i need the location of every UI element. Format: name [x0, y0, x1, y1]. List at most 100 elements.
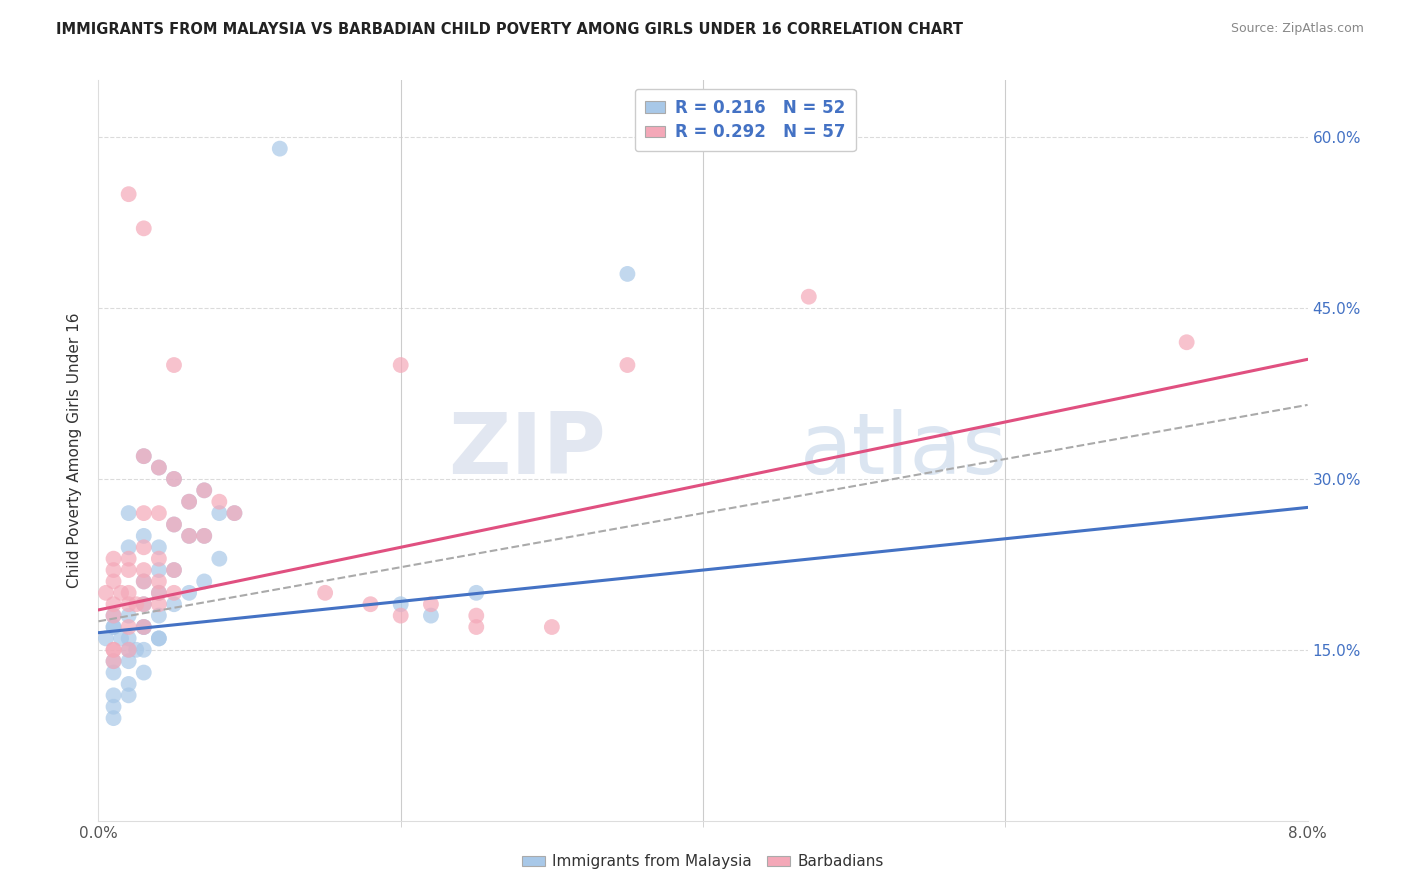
Point	[118, 654, 141, 668]
Point	[132, 620, 155, 634]
Point	[103, 597, 125, 611]
Point	[132, 574, 155, 589]
Legend: Immigrants from Malaysia, Barbadians: Immigrants from Malaysia, Barbadians	[516, 848, 890, 875]
Point	[94, 586, 117, 600]
Point	[208, 506, 231, 520]
Point	[163, 563, 186, 577]
Point	[540, 620, 562, 634]
Point	[148, 551, 170, 566]
Point	[132, 597, 155, 611]
Point	[465, 586, 488, 600]
Point	[118, 689, 141, 703]
Point	[103, 642, 125, 657]
Point	[118, 586, 141, 600]
Point	[1175, 335, 1198, 350]
Point	[103, 551, 125, 566]
Text: atlas: atlas	[800, 409, 1008, 492]
Point	[103, 608, 125, 623]
Point	[94, 632, 117, 646]
Point	[148, 460, 170, 475]
Point	[132, 529, 155, 543]
Point	[179, 494, 201, 508]
Point	[148, 506, 170, 520]
Point	[797, 290, 820, 304]
Point	[389, 597, 412, 611]
Point	[118, 597, 141, 611]
Point	[103, 574, 125, 589]
Point	[163, 517, 186, 532]
Point	[360, 597, 382, 611]
Point	[118, 541, 141, 555]
Point	[193, 483, 215, 498]
Point	[103, 654, 125, 668]
Point	[148, 574, 170, 589]
Point	[179, 529, 201, 543]
Point	[465, 620, 488, 634]
Point	[103, 654, 125, 668]
Point	[163, 472, 186, 486]
Point	[118, 632, 141, 646]
Point	[118, 506, 141, 520]
Y-axis label: Child Poverty Among Girls Under 16: Child Poverty Among Girls Under 16	[67, 313, 83, 588]
Point	[132, 506, 155, 520]
Point	[148, 608, 170, 623]
Point	[465, 608, 488, 623]
Point	[208, 494, 231, 508]
Point	[118, 608, 141, 623]
Point	[132, 642, 155, 657]
Point	[118, 187, 141, 202]
Point	[193, 574, 215, 589]
Point	[118, 551, 141, 566]
Point	[314, 586, 336, 600]
Point	[224, 506, 246, 520]
Point	[103, 665, 125, 680]
Point	[110, 632, 132, 646]
Point	[420, 597, 443, 611]
Point	[163, 563, 186, 577]
Point	[103, 563, 125, 577]
Point	[616, 267, 638, 281]
Point	[118, 642, 141, 657]
Point	[132, 221, 155, 235]
Point	[148, 632, 170, 646]
Point	[132, 574, 155, 589]
Point	[125, 597, 148, 611]
Point	[163, 517, 186, 532]
Point	[179, 529, 201, 543]
Point	[616, 358, 638, 372]
Point	[103, 711, 125, 725]
Legend: R = 0.216   N = 52, R = 0.292   N = 57: R = 0.216 N = 52, R = 0.292 N = 57	[636, 88, 856, 152]
Point	[148, 460, 170, 475]
Point	[269, 142, 291, 156]
Text: Source: ZipAtlas.com: Source: ZipAtlas.com	[1230, 22, 1364, 36]
Point	[132, 449, 155, 463]
Point	[148, 586, 170, 600]
Point	[118, 642, 141, 657]
Point	[132, 563, 155, 577]
Point	[132, 620, 155, 634]
Point	[148, 586, 170, 600]
Point	[389, 608, 412, 623]
Point	[208, 551, 231, 566]
Point	[132, 665, 155, 680]
Point	[163, 586, 186, 600]
Point	[179, 494, 201, 508]
Point	[193, 529, 215, 543]
Text: ZIP: ZIP	[449, 409, 606, 492]
Text: IMMIGRANTS FROM MALAYSIA VS BARBADIAN CHILD POVERTY AMONG GIRLS UNDER 16 CORRELA: IMMIGRANTS FROM MALAYSIA VS BARBADIAN CH…	[56, 22, 963, 37]
Point	[148, 632, 170, 646]
Point	[103, 699, 125, 714]
Point	[118, 563, 141, 577]
Point	[224, 506, 246, 520]
Point	[103, 620, 125, 634]
Point	[118, 620, 141, 634]
Point	[103, 608, 125, 623]
Point	[132, 449, 155, 463]
Point	[103, 620, 125, 634]
Point	[132, 620, 155, 634]
Point	[193, 483, 215, 498]
Point	[132, 597, 155, 611]
Point	[163, 597, 186, 611]
Point	[163, 358, 186, 372]
Point	[103, 642, 125, 657]
